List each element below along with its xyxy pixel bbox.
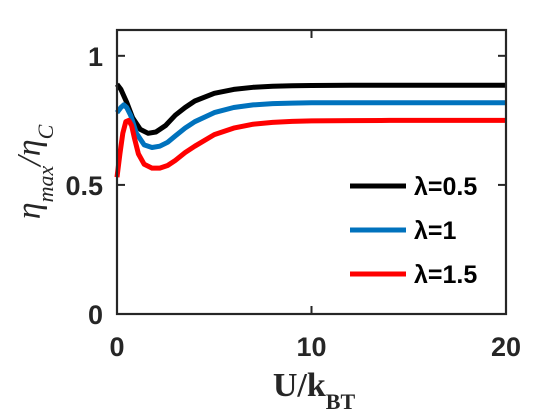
x-tick-label: 10 bbox=[296, 332, 326, 362]
y-tick-label: 1 bbox=[88, 42, 103, 72]
legend-label-2: λ=1 bbox=[414, 217, 457, 245]
y-tick-label: 0.5 bbox=[65, 171, 103, 201]
series-layer bbox=[114, 82, 506, 178]
x-tick-label: 20 bbox=[491, 332, 521, 362]
legend-label-3: λ=1.5 bbox=[414, 261, 477, 289]
legend-label-1: λ=0.5 bbox=[414, 173, 477, 201]
y-axis-label: ηmax/ηC bbox=[11, 124, 58, 219]
ticks-layer: 0 10 20 0 0.5 1 bbox=[65, 30, 521, 362]
x-tick-label: 0 bbox=[109, 332, 124, 362]
series-line-1 bbox=[115, 82, 506, 136]
series-line-2 bbox=[115, 100, 506, 150]
series-line-3 bbox=[114, 117, 506, 178]
legend: λ=0.5 λ=1 λ=1.5 bbox=[350, 173, 477, 289]
plot-area bbox=[117, 30, 506, 314]
y-tick-label: 0 bbox=[88, 300, 103, 330]
x-axis-label: U/kBT bbox=[273, 367, 356, 414]
plot-background bbox=[117, 30, 506, 314]
